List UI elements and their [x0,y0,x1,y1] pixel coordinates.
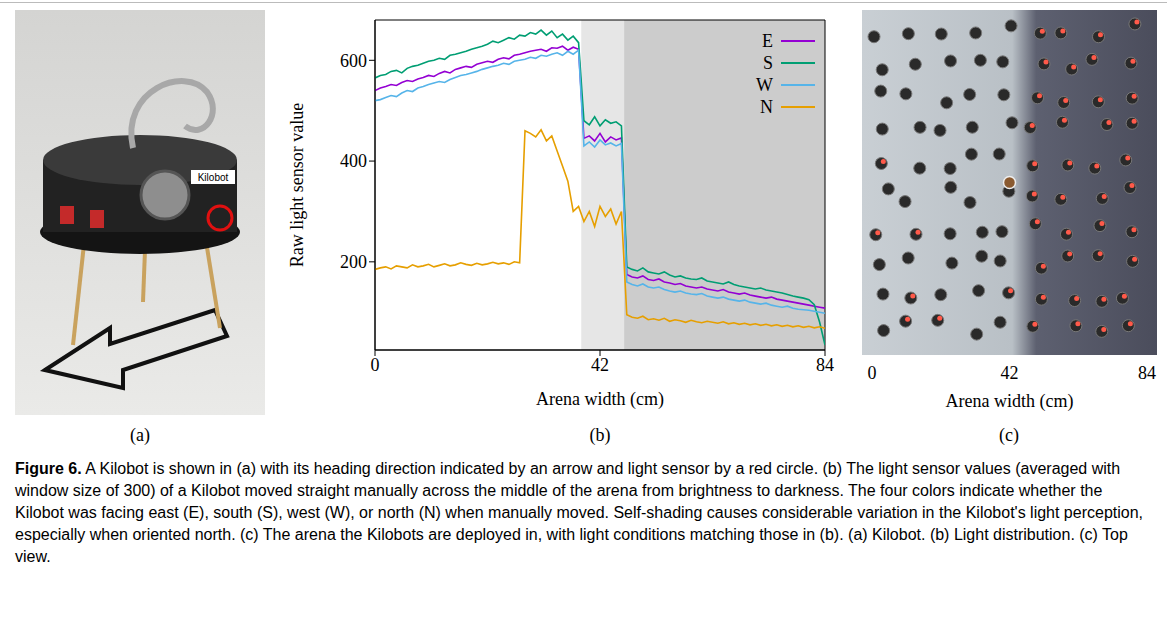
html-text:42: 42 [1000,363,1019,383]
html-text:(c): (c) [999,425,1019,445]
html-text:Figure 6. A Kilobot is shown i: Figure 6. A Kilobot is shown in (a) with… [15,460,1143,565]
svg-text:Kilobot: Kilobot [198,172,229,183]
html-text:0: 0 [867,363,877,383]
svg-text:Arena width (cm): Arena width (cm) [536,389,664,410]
html-text:(b): (b) [589,425,611,445]
html-text:(a): (a) [130,425,150,445]
svg-text:200: 200 [340,252,367,272]
svg-text:84: 84 [816,355,834,375]
svg-text:600: 600 [340,51,367,71]
html-text:Arena width (cm): Arena width (cm) [945,391,1074,411]
svg-text:Raw light sensor value: Raw light sensor value [287,103,307,267]
svg-text:0: 0 [371,355,380,375]
html-text:S: S [763,52,773,73]
html-text:E: E [762,30,773,51]
svg-text:42: 42 [591,355,609,375]
html-text:84: 84 [1138,363,1156,383]
html-text:N: N [760,96,773,117]
html-text:W: W [756,74,773,95]
svg-text:400: 400 [340,151,367,171]
